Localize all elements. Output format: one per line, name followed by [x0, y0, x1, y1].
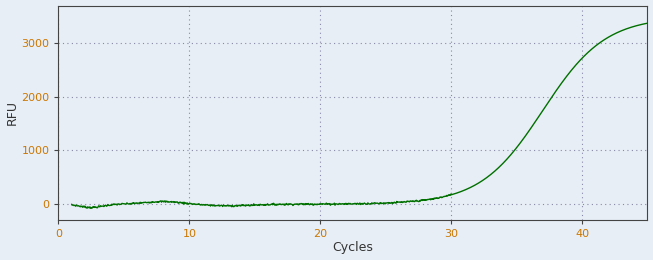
X-axis label: Cycles: Cycles	[332, 242, 374, 255]
Y-axis label: RFU: RFU	[6, 100, 18, 125]
